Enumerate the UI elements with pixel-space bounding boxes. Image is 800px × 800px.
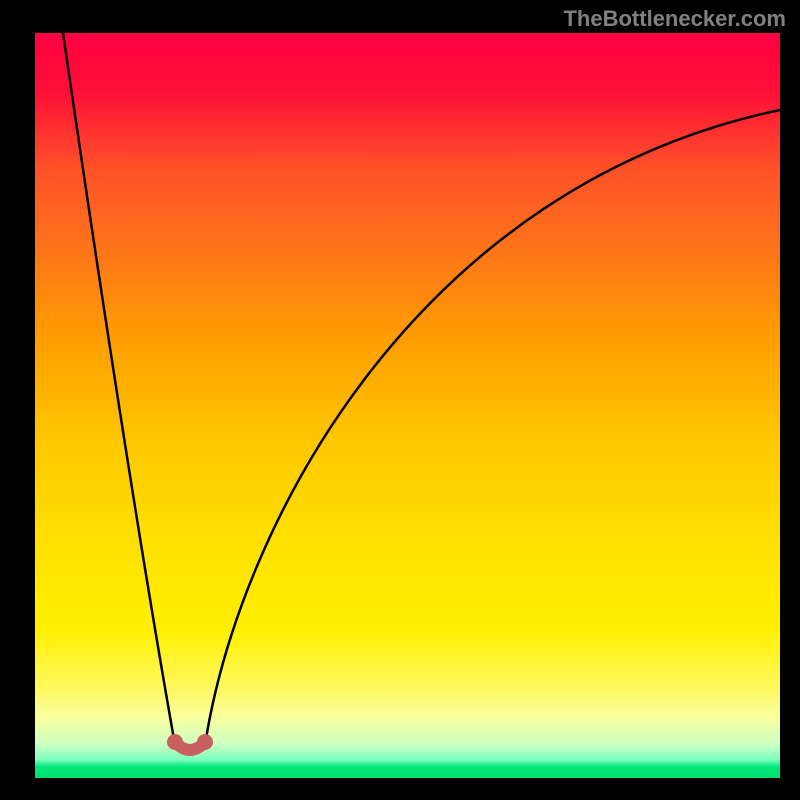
curve-layer (0, 0, 800, 800)
figure-container: TheBottlenecker.com (0, 0, 800, 800)
watermark-text: TheBottlenecker.com (563, 6, 786, 32)
curve-left-branch (63, 33, 175, 745)
minimum-dot-right (197, 734, 213, 750)
minimum-dot-left (167, 734, 183, 750)
curve-right-branch (205, 110, 780, 745)
